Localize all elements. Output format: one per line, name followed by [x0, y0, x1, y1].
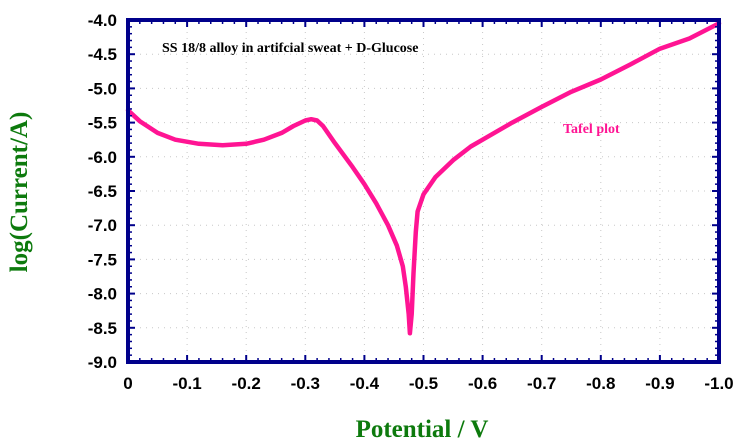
series-label: Tafel plot — [563, 122, 620, 137]
y-axis-tick-labels: -4.0 -4.5 -5.0 -5.5 -6.0 -6.5 -7.0 -7.5 -8.0 -8.5… — [88, 11, 117, 372]
x-tick-label: -1.0 — [704, 374, 733, 393]
x-tick-label: -0.5 — [409, 374, 438, 393]
x-tick-label: -0.4 — [350, 374, 380, 393]
y-tick-label: -5.5 — [88, 114, 117, 133]
x-tick-label: -0.7 — [527, 374, 556, 393]
y-tick-label: -7.5 — [88, 250, 117, 269]
x-tick-label: -0.9 — [645, 374, 674, 393]
y-tick-label: -9.0 — [88, 353, 117, 372]
y-tick-label: -8.0 — [88, 285, 117, 304]
y-tick-label: -6.0 — [88, 148, 117, 167]
y-tick-label: -5.0 — [88, 79, 117, 98]
grid-lines — [128, 20, 719, 362]
y-axis-title: log(Current/A) — [6, 112, 33, 273]
x-axis-tick-labels: 0 -0.1 -0.2 -0.3 -0.4 -0.5 -0.6 -0.7 -0.8 -0.9 -1.… — [123, 374, 733, 393]
x-tick-label: -0.1 — [172, 374, 201, 393]
x-axis-title: Potential / V — [356, 416, 489, 442]
y-tick-label: -4.0 — [88, 11, 117, 30]
y-tick-label: -8.5 — [88, 319, 117, 338]
tafel-curve — [125, 21, 722, 336]
x-axis-ticks — [127, 20, 720, 362]
chart-description: SS 18/8 alloy in artifcial sweat + D-Glu… — [162, 41, 418, 56]
x-tick-label: 0 — [123, 374, 132, 393]
y-tick-label: -7.0 — [88, 216, 117, 235]
x-tick-label: -0.6 — [468, 374, 497, 393]
x-tick-label: -0.8 — [586, 374, 615, 393]
y-tick-label: -4.5 — [88, 45, 117, 64]
y-axis-ticks — [128, 19, 719, 363]
x-tick-label: -0.3 — [291, 374, 320, 393]
x-tick-label: -0.2 — [232, 374, 261, 393]
y-tick-label: -6.5 — [88, 182, 117, 201]
